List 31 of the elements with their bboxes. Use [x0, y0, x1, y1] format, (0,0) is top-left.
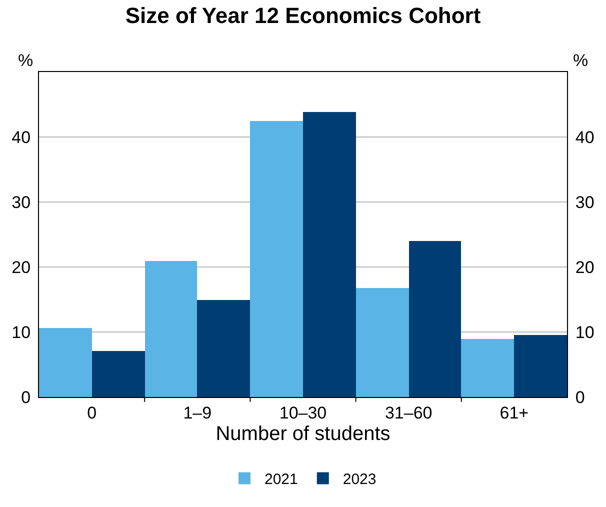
x-tick-label: 1–9: [183, 403, 212, 422]
legend-label: 2021: [264, 471, 298, 488]
y-tick-label: 10: [12, 322, 31, 342]
bar: [197, 300, 250, 397]
x-axis-title: Number of students: [216, 422, 390, 445]
y-tick-label: 30: [12, 192, 31, 212]
bar: [409, 241, 461, 397]
y-tick-label: 0: [21, 388, 31, 407]
y2-tick-label: 0: [575, 388, 585, 407]
bar: [514, 335, 567, 397]
bar: [461, 339, 514, 397]
y2-tick-label: 10: [575, 322, 594, 342]
bar: [250, 121, 303, 397]
bar: [39, 328, 92, 397]
chart-title: Size of Year 12 Economics Cohort: [125, 3, 482, 28]
y2-axis-title: %: [573, 51, 588, 70]
y-axis-title: %: [18, 51, 34, 70]
bar: [92, 351, 145, 397]
bar: [145, 261, 197, 397]
y2-tick-label: 40: [575, 128, 594, 147]
bar: [303, 112, 356, 397]
y-tick-label: 20: [12, 258, 31, 277]
x-tick-label: 61+: [500, 403, 529, 422]
y2-tick-label: 20: [575, 258, 594, 277]
y-tick-label: 40: [12, 128, 31, 147]
x-tick-label: 0: [87, 403, 97, 422]
x-tick-label: 10–30: [279, 403, 327, 422]
x-tick-label: 31–60: [384, 403, 432, 422]
bar: [356, 288, 409, 397]
y2-tick-label: 30: [575, 192, 594, 212]
legend-label: 2023: [342, 471, 376, 488]
